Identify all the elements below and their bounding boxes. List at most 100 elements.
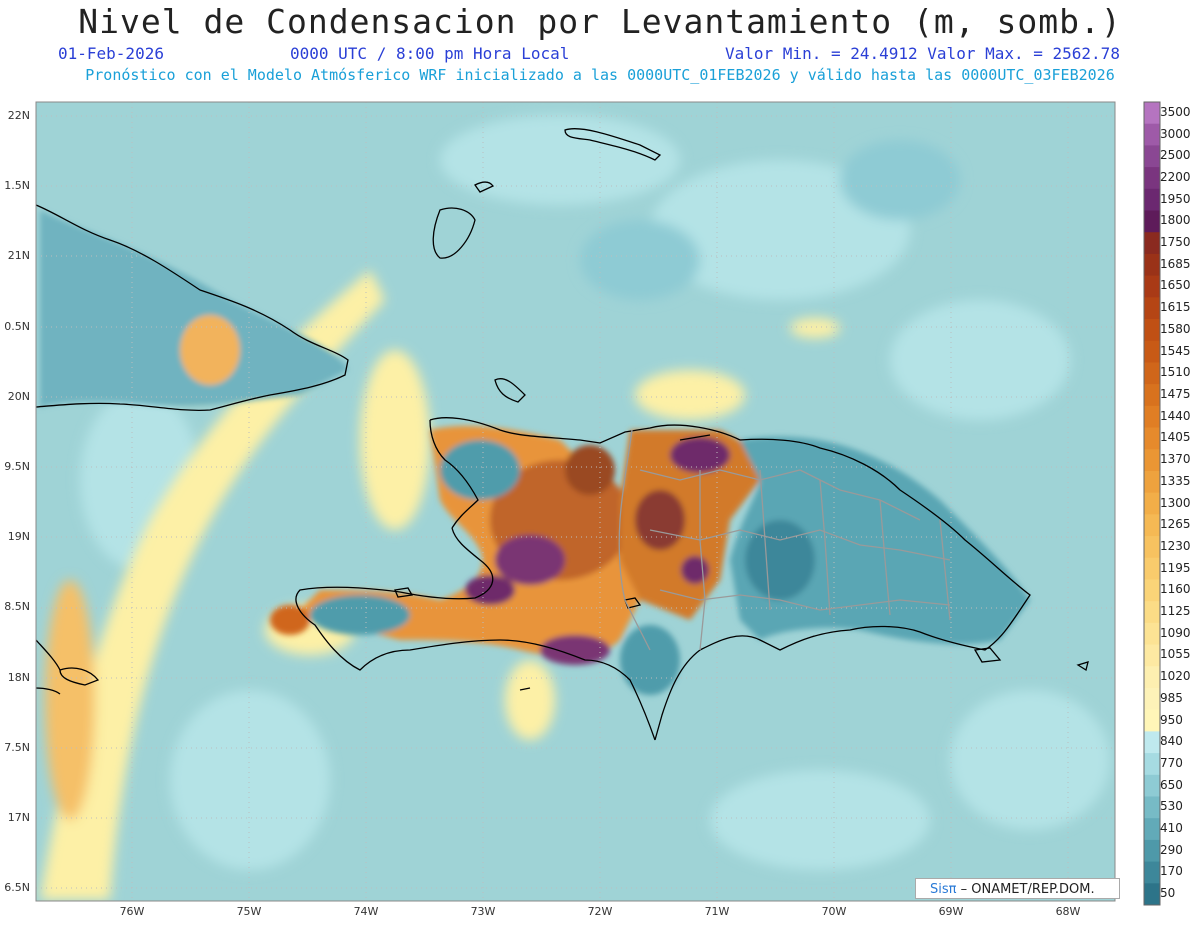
- colorbar-swatch: [1144, 687, 1160, 711]
- colorbar-swatch: [1144, 253, 1160, 277]
- land-field: [40, 210, 1030, 695]
- colorbar-label: 1090: [1160, 625, 1191, 640]
- colorbar-label: 1160: [1160, 582, 1191, 597]
- colorbar-label: 1055: [1160, 647, 1191, 662]
- colorbar-swatch: [1144, 384, 1160, 407]
- colorbar-swatch: [1144, 167, 1160, 190]
- lat-label: 19N: [7, 530, 30, 544]
- colorbar-swatch: [1144, 340, 1160, 363]
- colorbar-label: 1370: [1160, 452, 1191, 467]
- colorbar-label: 1230: [1160, 538, 1191, 553]
- colorbar-swatch: [1144, 362, 1160, 385]
- colorbar-swatch: [1144, 796, 1160, 819]
- colorbar-label: 290: [1160, 842, 1183, 857]
- colorbar-label: 1440: [1160, 408, 1191, 423]
- colorbar-label: 1650: [1160, 278, 1191, 293]
- colorbar-swatch: [1144, 145, 1160, 168]
- min-max-label: Valor Min. = 24.4912 Valor Max. = 2562.7…: [725, 44, 1120, 63]
- lat-label: 7.5N: [4, 740, 30, 754]
- colorbar-label: 170: [1160, 864, 1183, 879]
- colorbar-label: 530: [1160, 799, 1183, 814]
- colorbar-label: 770: [1160, 755, 1183, 770]
- colorbar-frame: [1143, 101, 1161, 906]
- date-label: 01-Feb-2026: [58, 44, 164, 63]
- colorbar-label: 1510: [1160, 365, 1191, 380]
- colorbar-label: 1300: [1160, 495, 1191, 510]
- colorbar-label: 1195: [1160, 560, 1191, 575]
- colorbar-swatch: [1144, 557, 1160, 580]
- colorbar-label: 1580: [1160, 321, 1191, 336]
- map-title: Nivel de Condensacion por Levantamiento …: [78, 2, 1122, 41]
- time-label: 0000 UTC / 8:00 pm Hora Local: [290, 44, 570, 63]
- colorbar-label: 840: [1160, 734, 1183, 749]
- lon-label: 68W: [1055, 905, 1081, 918]
- lat-label: 17N: [7, 811, 30, 824]
- plot-frame: [35, 101, 1116, 902]
- colorbar-swatch: [1144, 405, 1160, 429]
- lon-label: 76W: [119, 905, 145, 918]
- lon-label: 75W: [236, 905, 262, 918]
- map-field: [36, 102, 1115, 901]
- lat-label: 6.5N: [4, 881, 30, 895]
- lon-label: 74W: [353, 905, 379, 918]
- colorbar-swatch: [1144, 774, 1160, 797]
- colorbar-swatch: [1144, 427, 1160, 450]
- colorbar-swatch: [1144, 883, 1160, 906]
- colorbar-swatch: [1144, 297, 1160, 320]
- colorbar-swatch: [1144, 579, 1160, 602]
- colorbar-label: 1265: [1160, 517, 1191, 532]
- colorbar-label: 1020: [1160, 669, 1191, 684]
- colorbar: [1143, 101, 1161, 906]
- colorbar-label: 1685: [1160, 256, 1191, 271]
- lat-label: 20N: [7, 389, 30, 403]
- colorbar-label: 1405: [1160, 430, 1191, 445]
- graticule: [36, 102, 1115, 901]
- colorbar-label: 1125: [1160, 604, 1191, 618]
- lat-label: 22N: [7, 109, 30, 122]
- colorbar-swatch: [1144, 666, 1160, 689]
- lon-label: 71W: [704, 905, 730, 918]
- colorbar-swatch: [1144, 123, 1160, 146]
- lat-label: 1.5N: [4, 179, 30, 193]
- lon-label: 72W: [587, 905, 613, 918]
- colorbar-label: 410: [1160, 821, 1183, 836]
- colorbar-swatch: [1144, 709, 1160, 732]
- colorbar-label: 1615: [1160, 300, 1191, 315]
- colorbar-swatch: [1144, 188, 1160, 212]
- colorbar-label: 3000: [1160, 126, 1191, 141]
- ocean-light-zones: [80, 115, 1110, 870]
- sispi-logo: Sisπ: [930, 882, 957, 897]
- lon-label: 73W: [470, 905, 496, 918]
- lat-label: 9.5N: [4, 460, 30, 473]
- lat-label: 8.5N: [4, 600, 30, 614]
- colorbar-swatch: [1144, 601, 1160, 624]
- borders: [618, 429, 951, 651]
- colorbar-swatch: [1144, 232, 1160, 255]
- colorbar-swatch: [1144, 753, 1160, 776]
- lon-label: 69W: [938, 905, 964, 918]
- colorbar-swatch: [1144, 275, 1160, 298]
- colorbar-swatch: [1144, 210, 1160, 233]
- colorbar-swatch: [1144, 839, 1160, 863]
- credit-box: Sisπ – ONAMET/REP.DOM.: [915, 878, 1120, 899]
- colorbar-label: 1950: [1160, 191, 1191, 206]
- colorbar-swatch: [1144, 492, 1160, 515]
- colorbar-swatch: [1144, 470, 1160, 494]
- lat-label: 0.5N: [4, 319, 30, 333]
- colorbar-label: 2200: [1160, 169, 1191, 184]
- forecast-label: Pronóstico con el Modelo Atmósferico WRF…: [85, 66, 1115, 84]
- colorbar-label: 1475: [1160, 386, 1191, 401]
- colorbar-label: 1335: [1160, 473, 1191, 488]
- lon-label: 70W: [821, 905, 847, 918]
- colorbar-label: 1800: [1160, 213, 1191, 228]
- lat-label: 18N: [7, 670, 30, 684]
- colorbar-label: 50: [1160, 886, 1176, 901]
- colorbar-label: 2500: [1160, 148, 1191, 163]
- colorbar-label: 3500: [1160, 104, 1191, 119]
- colorbar-swatch: [1144, 514, 1160, 537]
- colorbar-swatch: [1144, 449, 1160, 472]
- colorbar-swatch: [1144, 319, 1160, 342]
- colorbar-label: 650: [1160, 777, 1183, 792]
- colorbar-swatch: [1144, 644, 1160, 667]
